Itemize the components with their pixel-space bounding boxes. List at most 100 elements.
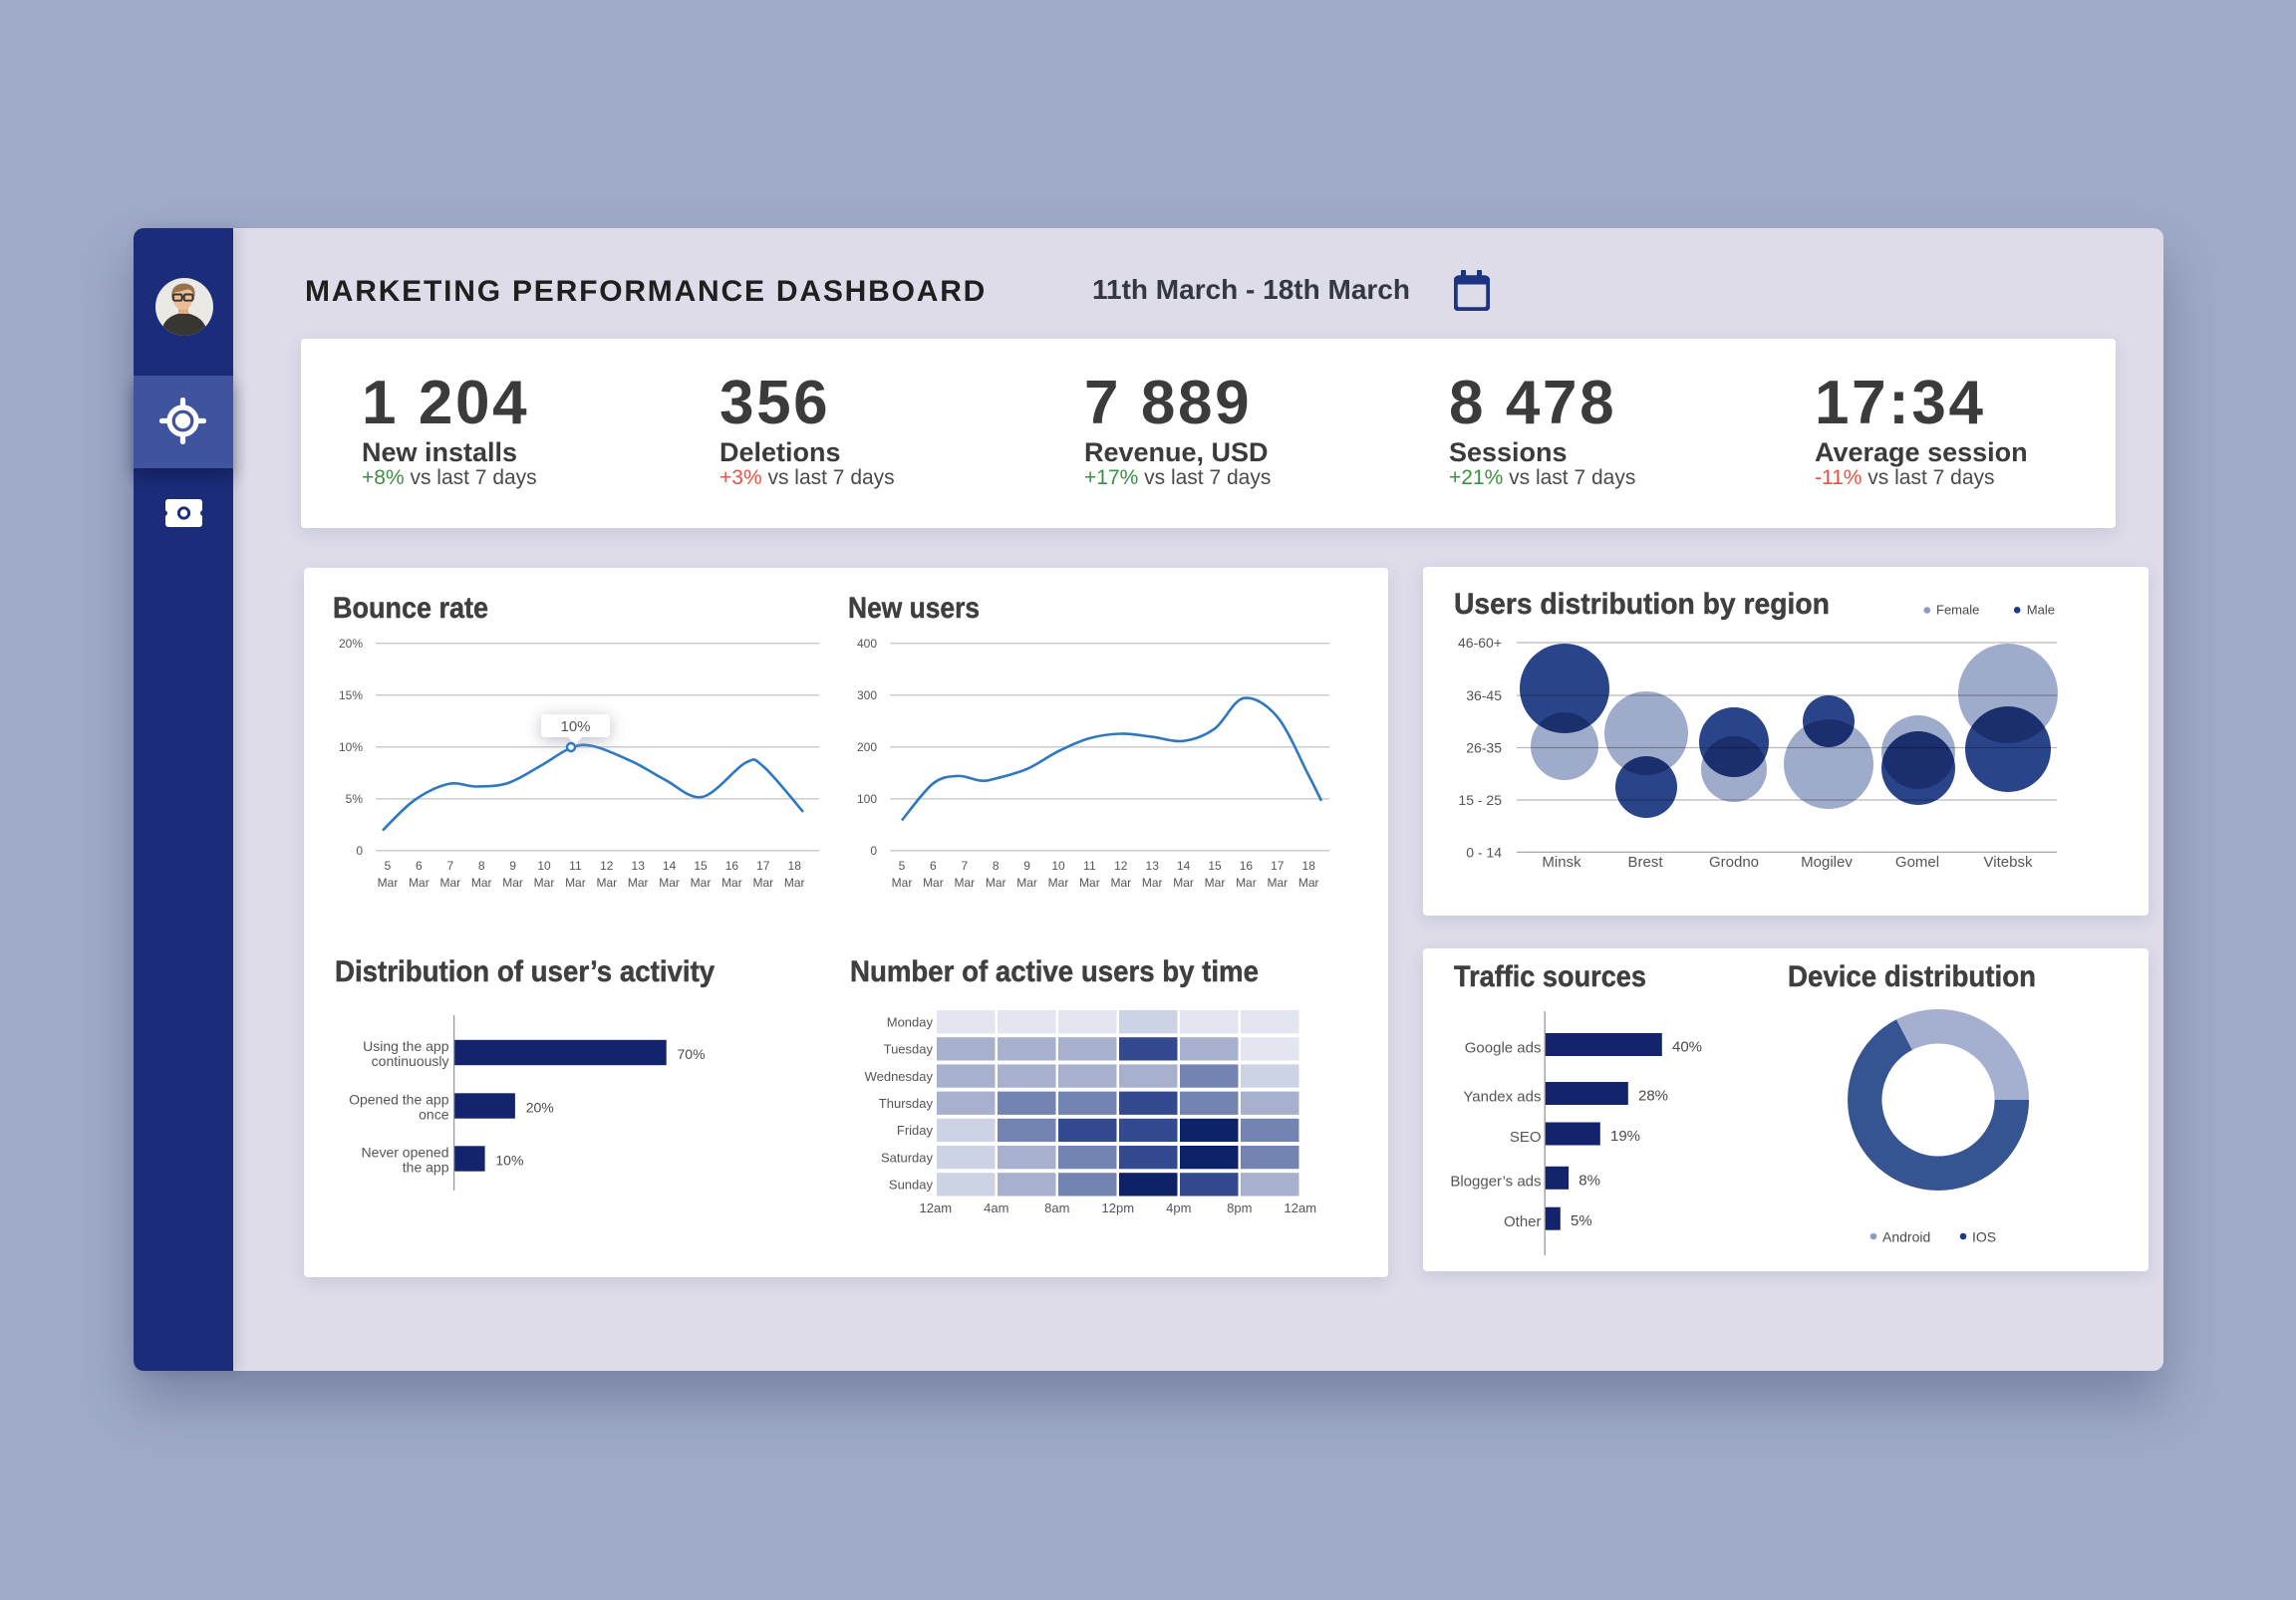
svg-text:13: 13 bbox=[1146, 859, 1160, 873]
svg-text:11: 11 bbox=[1083, 859, 1096, 873]
svg-text:continuously: continuously bbox=[372, 1053, 449, 1069]
svg-text:Mar: Mar bbox=[752, 876, 773, 890]
svg-text:Mar: Mar bbox=[923, 876, 944, 890]
svg-text:Grodno: Grodno bbox=[1709, 854, 1759, 871]
svg-text:Gomel: Gomel bbox=[1895, 854, 1939, 871]
svg-text:17: 17 bbox=[756, 859, 770, 873]
svg-text:10: 10 bbox=[1051, 859, 1065, 873]
svg-text:13: 13 bbox=[632, 859, 646, 873]
svg-text:15%: 15% bbox=[339, 688, 363, 702]
svg-text:Mar: Mar bbox=[409, 876, 430, 890]
svg-text:6: 6 bbox=[416, 859, 423, 873]
svg-text:Mar: Mar bbox=[784, 876, 805, 890]
svg-text:26-35: 26-35 bbox=[1466, 740, 1502, 756]
svg-text:Mar: Mar bbox=[596, 876, 617, 890]
svg-text:Using the app: Using the app bbox=[363, 1038, 449, 1054]
svg-text:8: 8 bbox=[993, 859, 1000, 873]
svg-text:Mar: Mar bbox=[1267, 876, 1288, 890]
svg-text:Brest: Brest bbox=[1627, 854, 1663, 871]
svg-text:10%: 10% bbox=[339, 740, 363, 754]
svg-text:9: 9 bbox=[1023, 859, 1030, 873]
svg-text:Mar: Mar bbox=[892, 876, 913, 890]
svg-text:Wednesday: Wednesday bbox=[865, 1069, 934, 1084]
svg-text:SEO: SEO bbox=[1510, 1129, 1542, 1146]
svg-text:Mar: Mar bbox=[1016, 876, 1037, 890]
svg-text:10%: 10% bbox=[560, 718, 590, 735]
svg-text:300: 300 bbox=[857, 688, 877, 702]
svg-text:once: once bbox=[419, 1106, 449, 1122]
svg-text:5: 5 bbox=[385, 859, 392, 873]
svg-text:Android: Android bbox=[1882, 1228, 1930, 1244]
svg-text:8am: 8am bbox=[1044, 1200, 1069, 1215]
svg-text:5: 5 bbox=[899, 859, 906, 873]
svg-text:Mar: Mar bbox=[691, 876, 712, 890]
svg-text:Friday: Friday bbox=[897, 1123, 934, 1138]
svg-text:Minsk: Minsk bbox=[1542, 854, 1581, 871]
svg-text:19%: 19% bbox=[1610, 1128, 1640, 1145]
svg-text:7: 7 bbox=[961, 859, 968, 873]
svg-text:Sunday: Sunday bbox=[889, 1178, 934, 1193]
svg-text:Mar: Mar bbox=[721, 876, 742, 890]
svg-text:8pm: 8pm bbox=[1227, 1200, 1252, 1215]
svg-text:Mar: Mar bbox=[659, 876, 680, 890]
svg-text:Never opened: Never opened bbox=[362, 1145, 449, 1161]
svg-text:Mogilev: Mogilev bbox=[1801, 854, 1853, 871]
svg-text:8: 8 bbox=[478, 859, 485, 873]
svg-text:Mar: Mar bbox=[1236, 876, 1257, 890]
svg-text:12am: 12am bbox=[1285, 1200, 1317, 1215]
svg-text:16: 16 bbox=[725, 859, 739, 873]
svg-text:14: 14 bbox=[663, 859, 677, 873]
svg-text:16: 16 bbox=[1240, 859, 1254, 873]
svg-text:7: 7 bbox=[446, 859, 453, 873]
svg-text:18: 18 bbox=[1302, 859, 1316, 873]
svg-text:Blogger’s ads: Blogger’s ads bbox=[1450, 1173, 1541, 1190]
svg-text:15: 15 bbox=[694, 859, 708, 873]
svg-text:14: 14 bbox=[1177, 859, 1191, 873]
svg-text:6: 6 bbox=[930, 859, 937, 873]
svg-text:Mar: Mar bbox=[954, 876, 975, 890]
svg-text:9: 9 bbox=[509, 859, 516, 873]
svg-text:200: 200 bbox=[857, 740, 877, 754]
svg-text:15 - 25: 15 - 25 bbox=[1458, 792, 1502, 808]
svg-text:Mar: Mar bbox=[628, 876, 649, 890]
svg-text:Opened the app: Opened the app bbox=[349, 1092, 449, 1108]
svg-text:Tuesday: Tuesday bbox=[884, 1042, 934, 1057]
svg-text:Mar: Mar bbox=[534, 876, 555, 890]
svg-text:0: 0 bbox=[356, 844, 363, 858]
svg-text:Mar: Mar bbox=[1205, 876, 1226, 890]
svg-text:11: 11 bbox=[569, 859, 582, 873]
svg-text:Mar: Mar bbox=[565, 876, 586, 890]
svg-text:Saturday: Saturday bbox=[881, 1150, 934, 1165]
svg-text:Google ads: Google ads bbox=[1465, 1040, 1542, 1057]
svg-text:Mar: Mar bbox=[1079, 876, 1100, 890]
svg-text:4pm: 4pm bbox=[1166, 1200, 1191, 1215]
svg-text:20%: 20% bbox=[526, 1100, 554, 1116]
svg-text:10: 10 bbox=[537, 859, 551, 873]
svg-text:the app: the app bbox=[403, 1159, 449, 1175]
svg-text:4am: 4am bbox=[984, 1200, 1008, 1215]
svg-text:Monday: Monday bbox=[887, 1014, 934, 1029]
svg-text:Mar: Mar bbox=[1142, 876, 1163, 890]
svg-text:10%: 10% bbox=[495, 1153, 523, 1169]
svg-text:0 - 14: 0 - 14 bbox=[1466, 844, 1502, 860]
svg-text:70%: 70% bbox=[678, 1046, 706, 1062]
svg-text:400: 400 bbox=[857, 637, 877, 651]
svg-text:Vitebsk: Vitebsk bbox=[1984, 854, 2033, 871]
svg-text:Mar: Mar bbox=[1048, 876, 1069, 890]
svg-text:Mar: Mar bbox=[502, 876, 523, 890]
svg-text:Male: Male bbox=[2027, 602, 2055, 617]
svg-text:12pm: 12pm bbox=[1102, 1200, 1135, 1215]
svg-text:IOS: IOS bbox=[1972, 1228, 1996, 1244]
svg-text:18: 18 bbox=[788, 859, 802, 873]
svg-text:100: 100 bbox=[857, 792, 877, 806]
svg-text:Other: Other bbox=[1504, 1213, 1542, 1230]
svg-text:28%: 28% bbox=[1638, 1088, 1668, 1105]
svg-text:46-60+: 46-60+ bbox=[1458, 635, 1502, 651]
svg-text:15: 15 bbox=[1208, 859, 1222, 873]
svg-text:Mar: Mar bbox=[986, 876, 1006, 890]
svg-text:Mar: Mar bbox=[439, 876, 460, 890]
svg-text:36-45: 36-45 bbox=[1466, 687, 1502, 703]
svg-text:40%: 40% bbox=[1672, 1039, 1702, 1056]
svg-text:Thursday: Thursday bbox=[879, 1096, 934, 1111]
svg-text:12: 12 bbox=[1114, 859, 1128, 873]
